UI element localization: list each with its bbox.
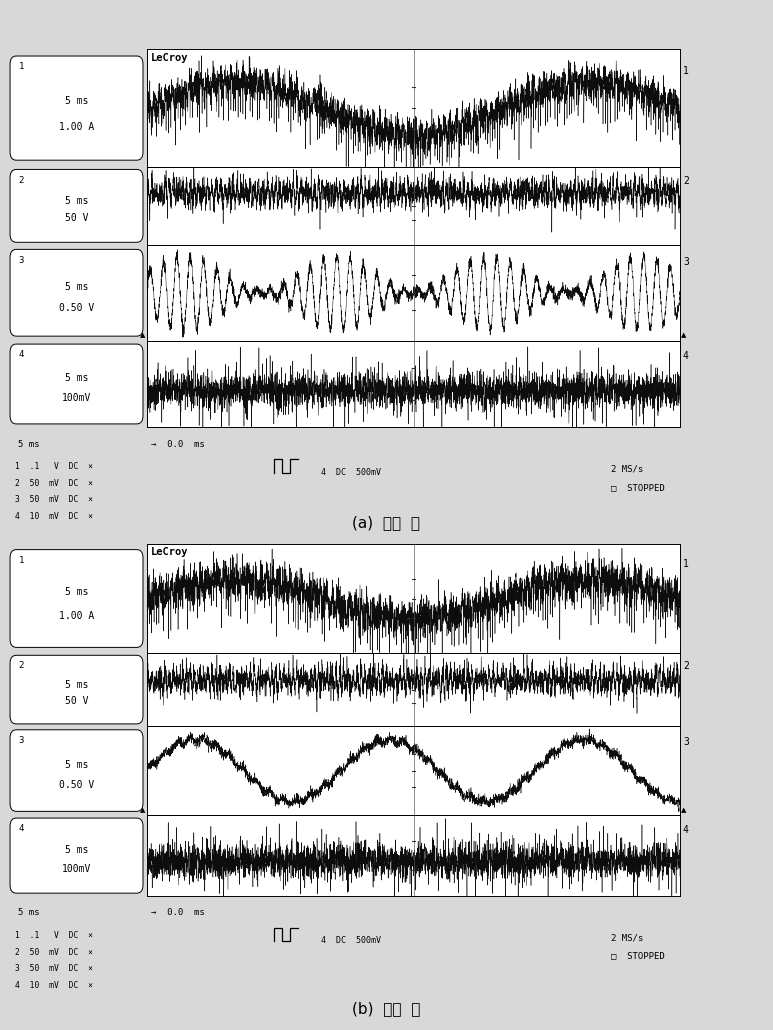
Text: 2: 2 (19, 661, 24, 671)
Text: 5 ms: 5 ms (65, 680, 88, 690)
Text: 5 ms: 5 ms (65, 96, 88, 106)
Text: 4  DC  500mV: 4 DC 500mV (321, 936, 381, 946)
Text: →  0.0  ms: → 0.0 ms (151, 908, 205, 918)
Text: 5 ms: 5 ms (65, 586, 88, 596)
Text: 3  50  mV  DC  ×: 3 50 mV DC × (15, 495, 94, 505)
Text: LeCroy: LeCroy (151, 547, 189, 557)
Text: 3: 3 (683, 258, 689, 267)
Text: 100mV: 100mV (62, 392, 91, 403)
Text: 5 ms: 5 ms (18, 908, 39, 918)
Text: 1.00 A: 1.00 A (59, 122, 94, 132)
Text: (a)  정류  전: (a) 정류 전 (352, 515, 421, 530)
Text: 4: 4 (683, 825, 689, 834)
Text: 2: 2 (683, 661, 689, 672)
Text: 5 ms: 5 ms (18, 440, 39, 449)
Text: 4: 4 (683, 351, 689, 362)
Text: 1: 1 (683, 558, 689, 569)
Text: 0.50 V: 0.50 V (59, 303, 94, 313)
Text: 4  10  mV  DC  ×: 4 10 mV DC × (15, 981, 94, 990)
Text: 50 V: 50 V (65, 696, 88, 707)
Text: □  STOPPED: □ STOPPED (611, 952, 665, 961)
Text: (b)  정류  후: (b) 정류 후 (352, 1001, 421, 1017)
Text: ▲: ▲ (682, 808, 686, 813)
Text: 50 V: 50 V (65, 213, 88, 224)
Text: 3: 3 (683, 737, 689, 747)
Text: →  0.0  ms: → 0.0 ms (151, 440, 205, 449)
Text: 2: 2 (19, 175, 24, 184)
Text: 100mV: 100mV (62, 863, 91, 873)
Text: 2  50  mV  DC  ×: 2 50 mV DC × (15, 948, 94, 957)
Text: 3: 3 (19, 736, 24, 745)
Text: 4: 4 (19, 350, 24, 359)
Text: □  STOPPED: □ STOPPED (611, 483, 665, 492)
Text: 4  10  mV  DC  ×: 4 10 mV DC × (15, 512, 94, 521)
Text: 5 ms: 5 ms (65, 281, 88, 291)
Text: ▲: ▲ (141, 808, 145, 813)
Text: 1: 1 (683, 66, 689, 75)
Text: 4: 4 (19, 824, 24, 833)
Text: LeCroy: LeCroy (151, 53, 189, 63)
Text: 1  .1   V  DC  ×: 1 .1 V DC × (15, 462, 94, 472)
Text: 0.50 V: 0.50 V (59, 780, 94, 790)
Text: ▲: ▲ (682, 333, 686, 339)
Text: 2 MS/s: 2 MS/s (611, 465, 643, 474)
Text: 1  .1   V  DC  ×: 1 .1 V DC × (15, 931, 94, 940)
Text: 3: 3 (19, 255, 24, 265)
Text: ▲: ▲ (141, 333, 145, 339)
Text: 5 ms: 5 ms (65, 846, 88, 856)
Text: 5 ms: 5 ms (65, 374, 88, 383)
Text: 4  DC  500mV: 4 DC 500mV (321, 468, 381, 477)
Text: 1: 1 (19, 556, 24, 564)
Text: 2 MS/s: 2 MS/s (611, 933, 643, 942)
Text: 3  50  mV  DC  ×: 3 50 mV DC × (15, 964, 94, 973)
Text: 5 ms: 5 ms (65, 196, 88, 206)
Text: 5 ms: 5 ms (65, 760, 88, 769)
Text: 2  50  mV  DC  ×: 2 50 mV DC × (15, 479, 94, 488)
Text: 1: 1 (19, 62, 24, 71)
Text: 1.00 A: 1.00 A (59, 611, 94, 621)
Text: 2: 2 (683, 176, 689, 185)
